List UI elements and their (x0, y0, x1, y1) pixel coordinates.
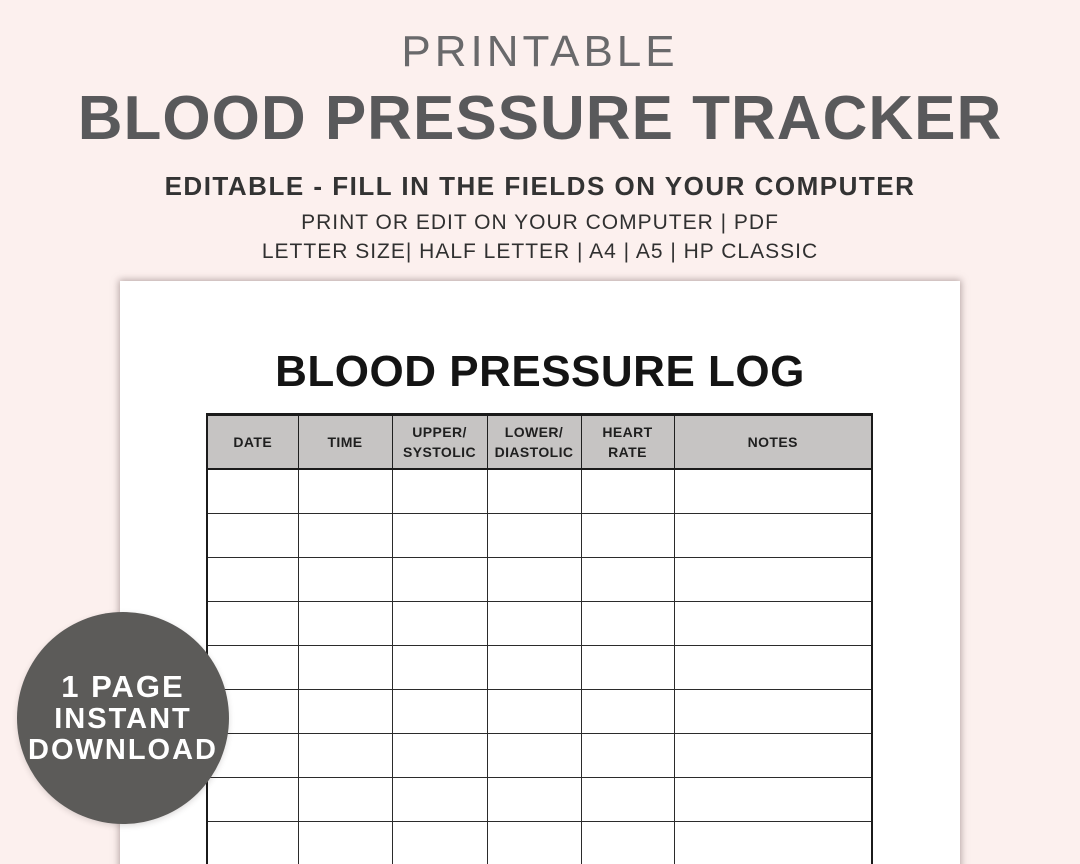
empty-cell (486, 601, 582, 646)
empty-cell (391, 777, 488, 822)
empty-cell (673, 733, 873, 778)
empty-cell (580, 821, 675, 864)
empty-cell (297, 557, 393, 602)
empty-cell (391, 645, 488, 690)
empty-cell (673, 777, 873, 822)
table-row (206, 468, 873, 514)
empty-cell (391, 468, 488, 514)
empty-cell (486, 821, 582, 864)
empty-cell (580, 557, 675, 602)
empty-cell (673, 513, 873, 558)
empty-cell (391, 821, 488, 864)
empty-cell (673, 689, 873, 734)
badge-line-download: DOWNLOAD (28, 733, 218, 766)
badge-line-instant: INSTANT (54, 702, 192, 735)
empty-cell (391, 689, 488, 734)
badge-line-pages: 1 PAGE (61, 668, 185, 704)
empty-cell (486, 513, 582, 558)
empty-cell (297, 777, 393, 822)
empty-cell (486, 645, 582, 690)
empty-cell (297, 601, 393, 646)
empty-cell (206, 777, 299, 822)
table-row (206, 557, 873, 602)
empty-cell (673, 557, 873, 602)
column-header-upper-systolic: UPPER/ SYSTOLIC (391, 414, 488, 470)
empty-cell (206, 513, 299, 558)
column-header-lower-diastolic: LOWER/ DIASTOLIC (486, 414, 582, 470)
subtitle-sizes: LETTER SIZE| HALF LETTER | A4 | A5 | HP … (261, 240, 819, 263)
empty-cell (486, 468, 582, 514)
empty-cell (206, 821, 299, 864)
column-header-date: DATE (206, 414, 299, 470)
empty-cell (391, 513, 488, 558)
empty-cell (580, 689, 675, 734)
empty-cell (673, 468, 873, 514)
table-row (206, 645, 873, 690)
subtitle-format: PRINT OR EDIT ON YOUR COMPUTER | PDF (301, 211, 779, 234)
empty-cell (297, 689, 393, 734)
empty-cell (486, 777, 582, 822)
printable-page-preview: BLOOD PRESSURE LOG DATE TIME UPPER/ SYSTOL… (120, 281, 960, 864)
main-title: BLOOD PRESSURE TRACKER (77, 84, 1003, 153)
empty-cell (206, 601, 299, 646)
table-row (206, 601, 873, 646)
empty-cell (580, 468, 675, 514)
empty-cell (391, 557, 488, 602)
empty-cell (673, 821, 873, 864)
blood-pressure-log-table: DATE TIME UPPER/ SYSTOLIC LOWER/ DIASTOLIC H… (206, 413, 873, 864)
table-row (206, 821, 873, 864)
table-row (206, 733, 873, 778)
empty-cell (580, 777, 675, 822)
log-title: BLOOD PRESSURE LOG (275, 347, 805, 396)
empty-cell (580, 513, 675, 558)
empty-cell (486, 733, 582, 778)
instant-download-badge: 1 PAGE INSTANT DOWNLOAD (17, 612, 229, 824)
empty-cell (206, 557, 299, 602)
table-row (206, 777, 873, 822)
hero-text-block: PRINTABLE BLOOD PRESSURE TRACKER EDITABL… (0, 0, 1080, 263)
column-header-time: TIME (297, 414, 393, 470)
empty-cell (297, 513, 393, 558)
eyebrow-text: PRINTABLE (401, 27, 679, 76)
empty-cell (673, 601, 873, 646)
column-header-notes: NOTES (673, 414, 873, 470)
empty-cell (297, 821, 393, 864)
column-header-heart-rate: HEART RATE (580, 414, 675, 470)
empty-cell (297, 468, 393, 514)
empty-cell (486, 689, 582, 734)
empty-cell (580, 645, 675, 690)
subtitle-editable: EDITABLE - FILL IN THE FIELDS ON YOUR CO… (164, 171, 916, 201)
table-row (206, 513, 873, 558)
empty-cell (580, 601, 675, 646)
empty-cell (486, 557, 582, 602)
table-header-row: DATE TIME UPPER/ SYSTOLIC LOWER/ DIASTOLIC H… (206, 414, 873, 470)
empty-cell (673, 645, 873, 690)
empty-cell (297, 733, 393, 778)
empty-cell (580, 733, 675, 778)
empty-cell (206, 468, 299, 514)
table-body (206, 468, 873, 864)
empty-cell (391, 733, 488, 778)
table-row (206, 689, 873, 734)
empty-cell (297, 645, 393, 690)
empty-cell (391, 601, 488, 646)
